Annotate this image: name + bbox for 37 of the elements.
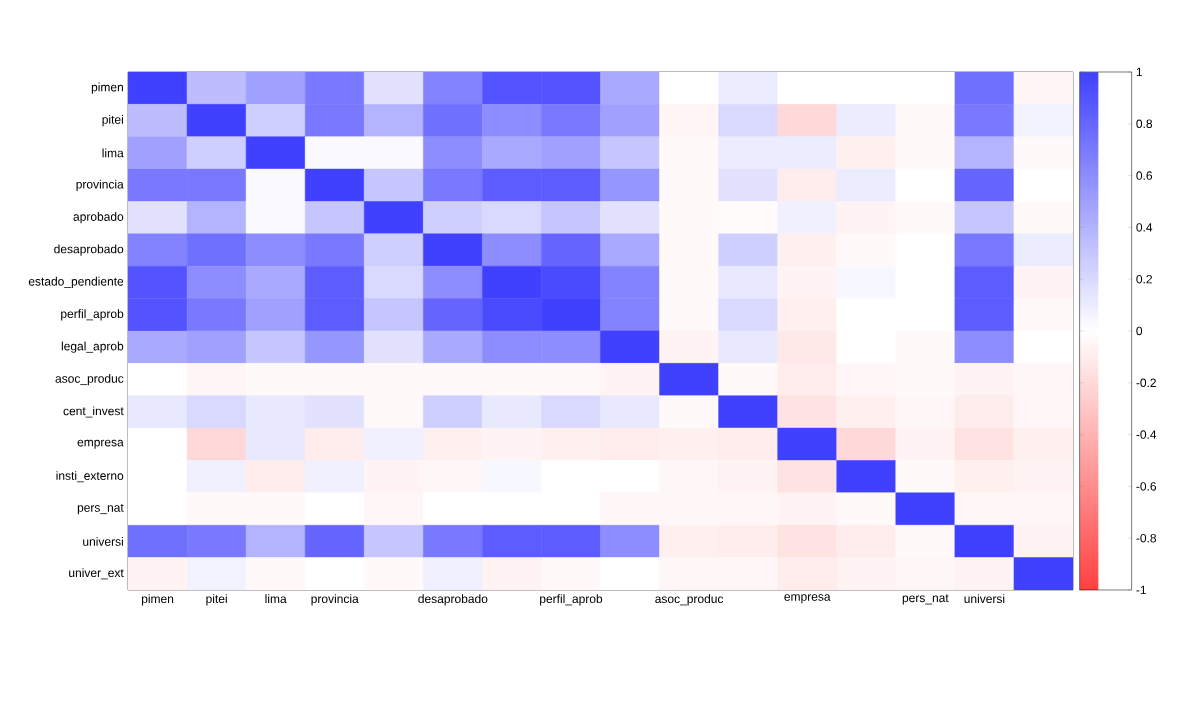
x-tick-label: desaprobado xyxy=(418,594,488,606)
x-tick-label: empresa xyxy=(784,594,831,604)
color-bar-label: -0.4 xyxy=(1136,430,1157,439)
color-bar-label: -0.2 xyxy=(1136,378,1156,388)
color-bar-label: 0.8 xyxy=(1136,119,1153,129)
color-bar-label: 0.2 xyxy=(1136,274,1152,284)
y-tick-label: perfil_aprob xyxy=(61,309,124,321)
x-tick-label: perfil_aprob xyxy=(540,594,603,606)
color-bar-label: -1 xyxy=(1136,585,1146,595)
y-tick-label: pitei xyxy=(102,114,123,127)
y-tick-label: empresa xyxy=(77,439,124,449)
x-tick-label: asoc_produc xyxy=(655,594,724,606)
x-tick-label: pers_nat xyxy=(902,594,949,605)
color-bar-label: 0.4 xyxy=(1136,223,1153,232)
color-bar-label: -0.8 xyxy=(1136,533,1157,543)
x-tick-label: pimen xyxy=(141,594,174,606)
x-tick-label: lima xyxy=(265,594,287,604)
color-bar-label: 0.6 xyxy=(1136,171,1153,180)
y-tick-label: lima xyxy=(102,148,124,158)
y-tick-label: desaprobado xyxy=(54,244,124,256)
y-tick-label: pers_nat xyxy=(77,503,124,515)
color-bar-label: -0.6 xyxy=(1136,482,1157,491)
y-tick-label: insti_externo xyxy=(56,471,124,483)
y-tick-label: univer_ext xyxy=(69,568,124,580)
y-tick-label: cent_invest xyxy=(63,406,124,418)
y-tick-label: legal_aprob xyxy=(61,341,124,353)
y-tick-label: pimen xyxy=(91,82,123,94)
color-bar-label: 1 xyxy=(1136,67,1142,77)
y-tick-label: estado_pendiente xyxy=(28,276,124,289)
color-bar-label: 0 xyxy=(1136,326,1143,336)
x-tick-label: provincia xyxy=(311,594,359,606)
y-tick-label: universi xyxy=(83,537,123,546)
y-tick-label: aprobado xyxy=(73,212,124,224)
x-tick-label: universi xyxy=(964,594,1005,604)
x-tick-label: pitei xyxy=(206,594,227,606)
y-tick-label: provincia xyxy=(76,179,124,191)
y-tick-label: asoc_produc xyxy=(55,373,124,386)
